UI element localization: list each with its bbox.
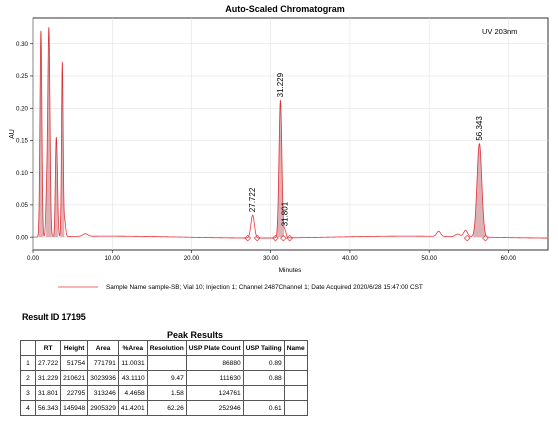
table-cell: 11.0031 [117, 355, 148, 371]
table-cell: 252946 [185, 400, 244, 416]
y-tick-label: 0.10 [16, 170, 29, 177]
table-cell [146, 355, 187, 371]
table-cell [283, 355, 308, 371]
table-cell: 4 [20, 400, 36, 416]
column-header: USP Tailing [242, 340, 285, 356]
table-row: 2 31.229 210621 3023936 43.1110 9.47 111… [20, 370, 308, 386]
column-header: Resolution [146, 340, 187, 356]
y-tick-label: 0.20 [16, 105, 29, 112]
integration-marks [244, 234, 489, 242]
table-cell [283, 370, 308, 386]
result-id: Result ID 17195 [22, 312, 86, 322]
peak-label: 27.722 [248, 187, 257, 212]
x-tick-label: 30.00 [263, 255, 279, 262]
y-tick-label: 0.30 [16, 41, 29, 48]
chart-title: Auto-Scaled Chromatogram [225, 4, 345, 14]
table-cell: 27.722 [34, 355, 62, 371]
column-header: Area [87, 340, 119, 356]
x-tick-label: 0.00 [27, 255, 40, 262]
peak-fill [46, 26, 52, 238]
x-tick-label: 20.00 [184, 255, 200, 262]
chromatogram-chart: Auto-Scaled Chromatogram 0.00 0.05 0.10 0.1… [9, 4, 549, 291]
x-axis-ticks: 0.00 10.00 20.00 30.00 40.00 50.00 60.00 [27, 250, 517, 262]
table-cell: 9.47 [146, 370, 187, 386]
table-cell: 3 [20, 385, 36, 401]
y-axis-ticks: 0.00 0.05 0.10 0.15 0.20 0.25 0.30 [16, 41, 33, 241]
table-cell: 0.88 [242, 370, 285, 386]
table-cell: 31.229 [34, 370, 62, 386]
peak-label: 31.801 [281, 201, 290, 226]
table-cell: 31.801 [34, 385, 62, 401]
peak-labels: 27.722 31.229 31.801 56.343 [248, 72, 484, 226]
peak-fill [276, 100, 284, 238]
integration-mark [463, 234, 471, 242]
integration-mark [482, 234, 489, 242]
column-header: USP Plate Count [185, 340, 244, 356]
table-cell: 56.343 [34, 400, 62, 416]
integration-mark [280, 234, 287, 242]
table-cell: 86880 [185, 355, 244, 371]
column-header: Name [283, 340, 308, 356]
table-cell: 22795 [60, 385, 89, 401]
table-row: 1 27.722 51754 771791 11.0031 86880 0.89 [20, 355, 308, 371]
peak-label: 56.343 [475, 116, 484, 141]
peak-fill [53, 137, 58, 238]
table-cell: 111630 [185, 370, 244, 386]
table-cell: 1.58 [146, 385, 187, 401]
table-cell: 4.4658 [117, 385, 148, 401]
table-row: 3 31.801 22795 313246 4.4658 1.58 124761 [20, 385, 308, 401]
table-cell: 210621 [60, 370, 89, 386]
y-axis-label: AU [9, 129, 16, 139]
table-cell: 0.89 [242, 355, 285, 371]
peak-results-table: RT Height Area %Area Resolution USP Plat… [20, 340, 308, 416]
x-axis-label: Minutes [279, 267, 303, 274]
table-cell: 0.61 [242, 400, 285, 416]
detector-annotation: UV 203nm [482, 27, 517, 36]
peak-results-title: Peak Results [166, 330, 224, 340]
x-tick-label: 50.00 [421, 255, 437, 262]
peak-fills [38, 26, 486, 238]
table-cell [283, 400, 308, 416]
integration-mark [286, 234, 294, 242]
column-header: Height [60, 340, 89, 356]
table-cell: 1 [20, 355, 36, 371]
x-tick-label: 40.00 [342, 255, 358, 262]
table-cell: 145948 [60, 400, 89, 416]
table-cell: 62.26 [146, 400, 187, 416]
table-cell: 771791 [87, 355, 119, 371]
integration-mark [244, 234, 252, 242]
chromatogram-trace [33, 27, 549, 239]
y-tick-label: 0.25 [16, 73, 29, 80]
table-cell [242, 385, 285, 401]
table-cell: 2905329 [87, 400, 119, 416]
table-cell: 2 [20, 370, 36, 386]
y-tick-label: 0.05 [16, 202, 29, 209]
x-tick-label: 10.00 [104, 255, 120, 262]
table-cell: 3023936 [87, 370, 119, 386]
peak-label: 31.229 [276, 72, 285, 97]
integration-mark [272, 234, 279, 242]
table-cell: 313246 [87, 385, 119, 401]
peak-fill [38, 30, 44, 238]
peak-fill [60, 61, 65, 238]
x-tick-label: 60.00 [501, 255, 517, 262]
peak-fill [473, 143, 486, 238]
plot-area-frame [32, 17, 549, 251]
integration-mark [253, 234, 261, 242]
gridlines [32, 18, 548, 250]
table-cell: 41.4201 [117, 400, 148, 416]
column-header [20, 340, 36, 356]
table-header-row: RT Height Area %Area Resolution USP Plat… [20, 340, 308, 356]
column-header: %Area [117, 340, 148, 356]
column-header: RT [34, 340, 62, 356]
table-cell: 124761 [185, 385, 244, 401]
table-cell: 43.1110 [117, 370, 148, 386]
y-tick-label: 0.00 [16, 234, 29, 241]
legend-text: Sample Name sample-SB; Vial 10; Injectio… [106, 284, 423, 291]
table-cell [283, 385, 308, 401]
table-cell: 51754 [60, 355, 89, 371]
table-row: 4 56.343 145948 2905329 41.4201 62.26 25… [20, 400, 308, 416]
y-tick-label: 0.15 [16, 138, 29, 145]
